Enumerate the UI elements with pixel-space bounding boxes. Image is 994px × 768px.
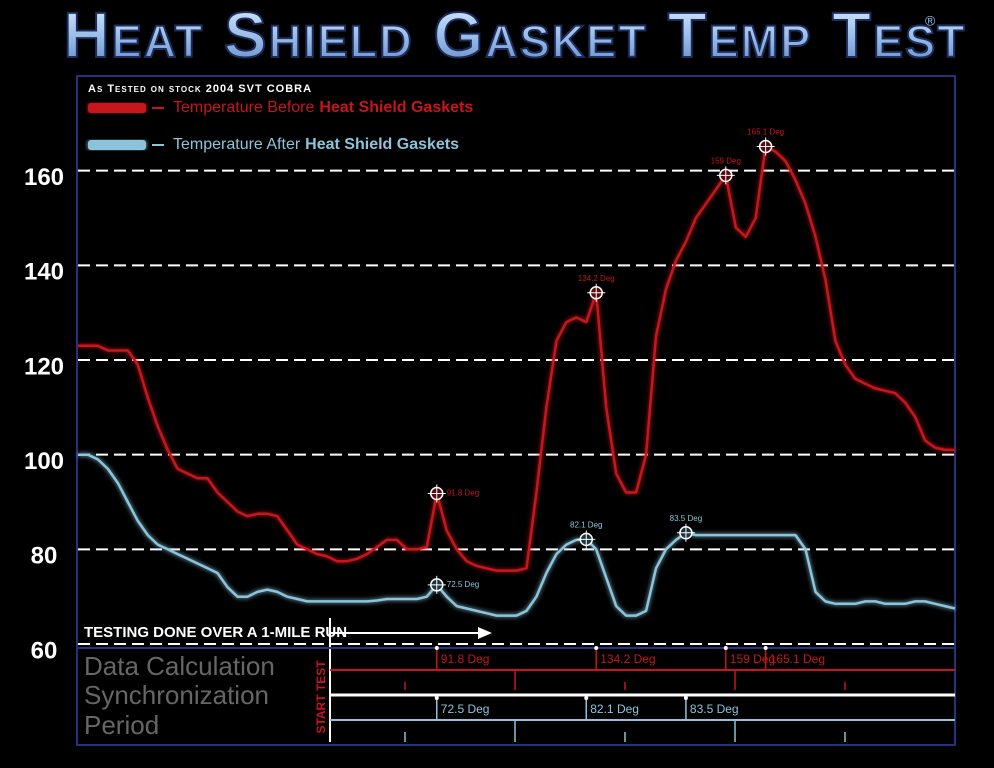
panel-peak-dot [584, 696, 589, 700]
y-tick-label: 120 [24, 353, 64, 380]
peak-marker [587, 283, 606, 302]
chart-title: Heat Shield Gasket Temp Test [63, 0, 966, 71]
peak-label: 83.5 Deg [670, 514, 702, 523]
red-ticks [404, 670, 846, 690]
panel-peak-dot [594, 646, 599, 650]
legend-swatch [88, 103, 146, 113]
panel-peak-label: 134.2 Deg [600, 652, 655, 666]
peak-label: 134.2 Deg [578, 274, 615, 283]
series-line [78, 145, 955, 572]
legend-label: Temperature Before Heat Shield Gaskets [173, 99, 473, 116]
peak-marker [756, 137, 775, 156]
peak-marker [427, 575, 446, 594]
plot-frame [76, 75, 956, 746]
panel-peak-label: 83.5 Deg [690, 702, 739, 716]
peak-label: 72.5 Deg [447, 580, 479, 589]
peak-label: 91.8 Deg [447, 489, 479, 498]
peak-marker [577, 530, 596, 549]
start-label: START TEST [314, 660, 328, 734]
y-tick-label: 60 [31, 637, 58, 664]
panel-peak-label: 72.5 Deg [441, 702, 490, 716]
blue-ticks [404, 720, 846, 742]
legend-label: Temperature After Heat Shield Gaskets [173, 136, 459, 153]
panel-peak-label: 82.1 Deg [590, 702, 639, 716]
y-tick-label: 140 [24, 259, 64, 286]
peak-label: 159 Deg [711, 157, 741, 166]
title-mark: ® [925, 13, 936, 29]
peak-label: 165.1 Deg [747, 128, 784, 137]
panel-peak-label: 91.8 Deg [441, 652, 490, 666]
y-tick-label: 80 [31, 543, 58, 570]
panel-peak-label: 165.1 Deg [770, 652, 825, 666]
panel-text: Period [84, 710, 159, 740]
peak-label: 82.1 Deg [570, 521, 602, 530]
y-tick-label: 160 [24, 164, 64, 191]
subtitle: As Tested on stock 2004 SVT COBRA [88, 83, 312, 95]
panel-peak-dot [434, 696, 439, 700]
legend-name-bold: Heat Shield Gaskets [319, 99, 473, 116]
panel-peak-dot [434, 646, 439, 650]
panel-peak-dot [763, 646, 768, 650]
legend-swatch [88, 140, 146, 150]
series-line [78, 453, 956, 617]
panel-peak-label: 159 Deg [730, 652, 775, 666]
peak-marker [716, 166, 735, 185]
y-tick-label: 100 [24, 448, 64, 475]
legend-name: Temperature Before [173, 99, 315, 116]
peak-marker [427, 484, 446, 503]
panel-peak-dot [723, 646, 728, 650]
panel-text: Synchronization [84, 680, 269, 710]
run-arrow-head [478, 627, 492, 639]
run-note: TESTING DONE OVER A 1-MILE RUN [84, 624, 347, 641]
legend-name: Temperature After [173, 136, 301, 153]
panel-peak-dot [683, 696, 688, 700]
panel-text: Data Calculation [84, 651, 275, 681]
legend-name-bold: Heat Shield Gaskets [305, 136, 459, 153]
peak-marker [676, 523, 695, 542]
